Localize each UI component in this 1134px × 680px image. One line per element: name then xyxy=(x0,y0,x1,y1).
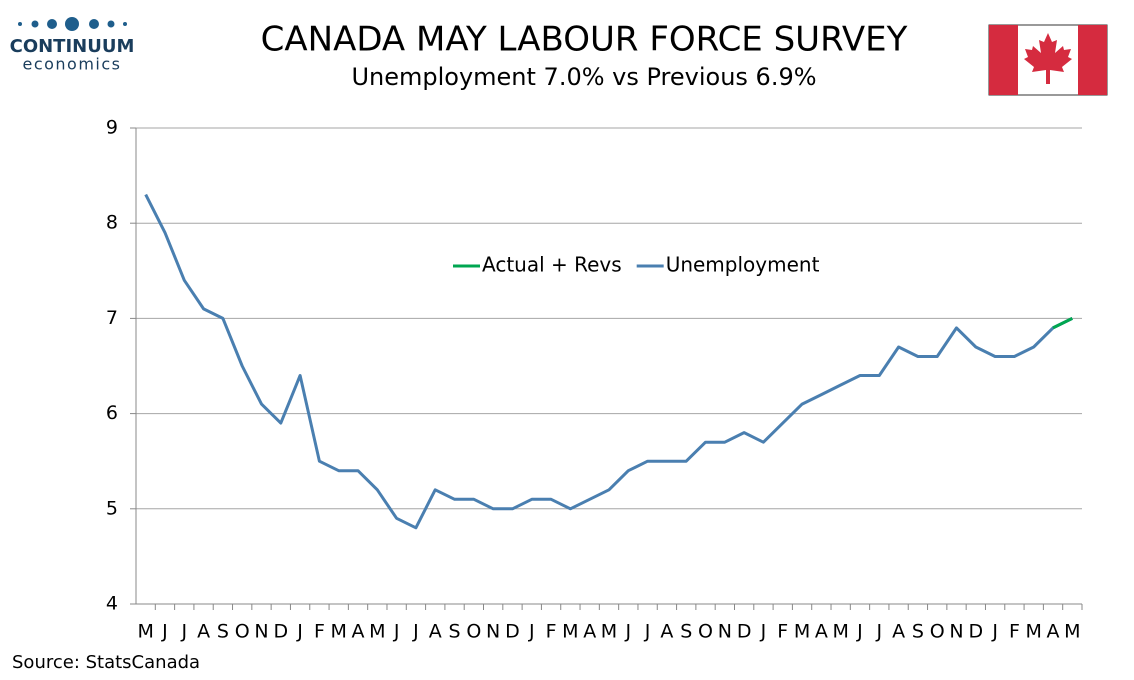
x-tick-label: D xyxy=(505,621,520,643)
x-tick-label: O xyxy=(235,621,250,643)
y-tick-label: 7 xyxy=(106,307,118,329)
x-tick-label: M xyxy=(137,621,153,643)
source-note: Source: StatsCanada xyxy=(12,652,200,673)
y-tick-label: 4 xyxy=(106,593,118,615)
x-tick-label: S xyxy=(912,621,924,643)
x-tick-label: J xyxy=(393,621,400,643)
series-line xyxy=(144,193,1073,530)
x-tick-label: F xyxy=(777,621,788,643)
x-tick-label: M xyxy=(562,621,578,643)
logo-dot xyxy=(65,17,79,31)
x-tick-label: J xyxy=(528,621,535,643)
chart-subtitle: Unemployment 7.0% vs Previous 6.9% xyxy=(351,63,816,91)
x-tick-label: M xyxy=(1026,621,1042,643)
x-tick-label: A xyxy=(429,621,442,643)
chart-title: CANADA MAY LABOUR FORCE SURVEY xyxy=(261,20,908,60)
x-tick-label: M xyxy=(1064,621,1080,643)
x-tick-label: F xyxy=(314,621,325,643)
x-tick-label: J xyxy=(161,621,168,643)
x-tick-label: D xyxy=(968,621,983,643)
logo-dot xyxy=(47,19,57,29)
x-tick-label: O xyxy=(466,621,481,643)
x-tick-label: A xyxy=(197,621,210,643)
x-tick-label: J xyxy=(180,621,187,643)
x-tick-label: J xyxy=(856,621,863,643)
x-tick-label: A xyxy=(815,621,828,643)
x-tick-label: J xyxy=(875,621,882,643)
logo-dot xyxy=(31,20,39,28)
x-tick-label: F xyxy=(1009,621,1020,643)
x-tick-label: J xyxy=(991,621,998,643)
y-tick-label: 8 xyxy=(106,212,118,234)
legend-label: Actual + Revs xyxy=(482,253,622,277)
legend-label: Unemployment xyxy=(666,253,820,277)
x-tick-label: J xyxy=(625,621,632,643)
x-tick-label: M xyxy=(369,621,385,643)
x-tick-label: N xyxy=(254,621,268,643)
x-tick-label: J xyxy=(296,621,303,643)
flag xyxy=(988,24,1108,96)
logo-name: CONTINUUM xyxy=(10,36,135,57)
series-line xyxy=(1052,317,1073,330)
logo-tagline: economics xyxy=(22,55,121,74)
x-tick-label: S xyxy=(217,621,229,643)
x-tick-label: O xyxy=(930,621,945,643)
x-tick-label: M xyxy=(794,621,810,643)
logo-dot xyxy=(89,19,99,29)
x-tick-label: D xyxy=(737,621,752,643)
x-tick-label: J xyxy=(644,621,651,643)
x-tick-label: M xyxy=(601,621,617,643)
x-tick-label: J xyxy=(412,621,419,643)
x-tick-label: F xyxy=(546,621,557,643)
flag-band xyxy=(1078,25,1107,95)
y-tick-label: 6 xyxy=(106,402,118,424)
logo-dot xyxy=(107,20,115,28)
x-tick-label: J xyxy=(760,621,767,643)
x-tick-label: A xyxy=(583,621,596,643)
x-tick-label: S xyxy=(680,621,692,643)
logo: CONTINUUM economics xyxy=(10,17,135,74)
logo-dot xyxy=(18,22,22,26)
y-tick-label: 5 xyxy=(106,497,118,519)
x-tick-label: N xyxy=(949,621,963,643)
x-tick-label: M xyxy=(832,621,848,643)
logo-dot xyxy=(123,22,127,26)
x-tick-label: O xyxy=(698,621,713,643)
x-tick-label: A xyxy=(660,621,673,643)
x-tick-label: N xyxy=(718,621,732,643)
x-tick-label: N xyxy=(486,621,500,643)
x-tick-label: S xyxy=(449,621,461,643)
x-tick-label: A xyxy=(1047,621,1060,643)
maple-leaf xyxy=(1024,33,1072,84)
x-tick-label: A xyxy=(892,621,905,643)
flag-band xyxy=(989,25,1018,95)
x-tick-label: A xyxy=(352,621,365,643)
y-tick-label: 9 xyxy=(106,117,118,139)
x-tick-label: D xyxy=(273,621,288,643)
x-tick-label: M xyxy=(331,621,347,643)
